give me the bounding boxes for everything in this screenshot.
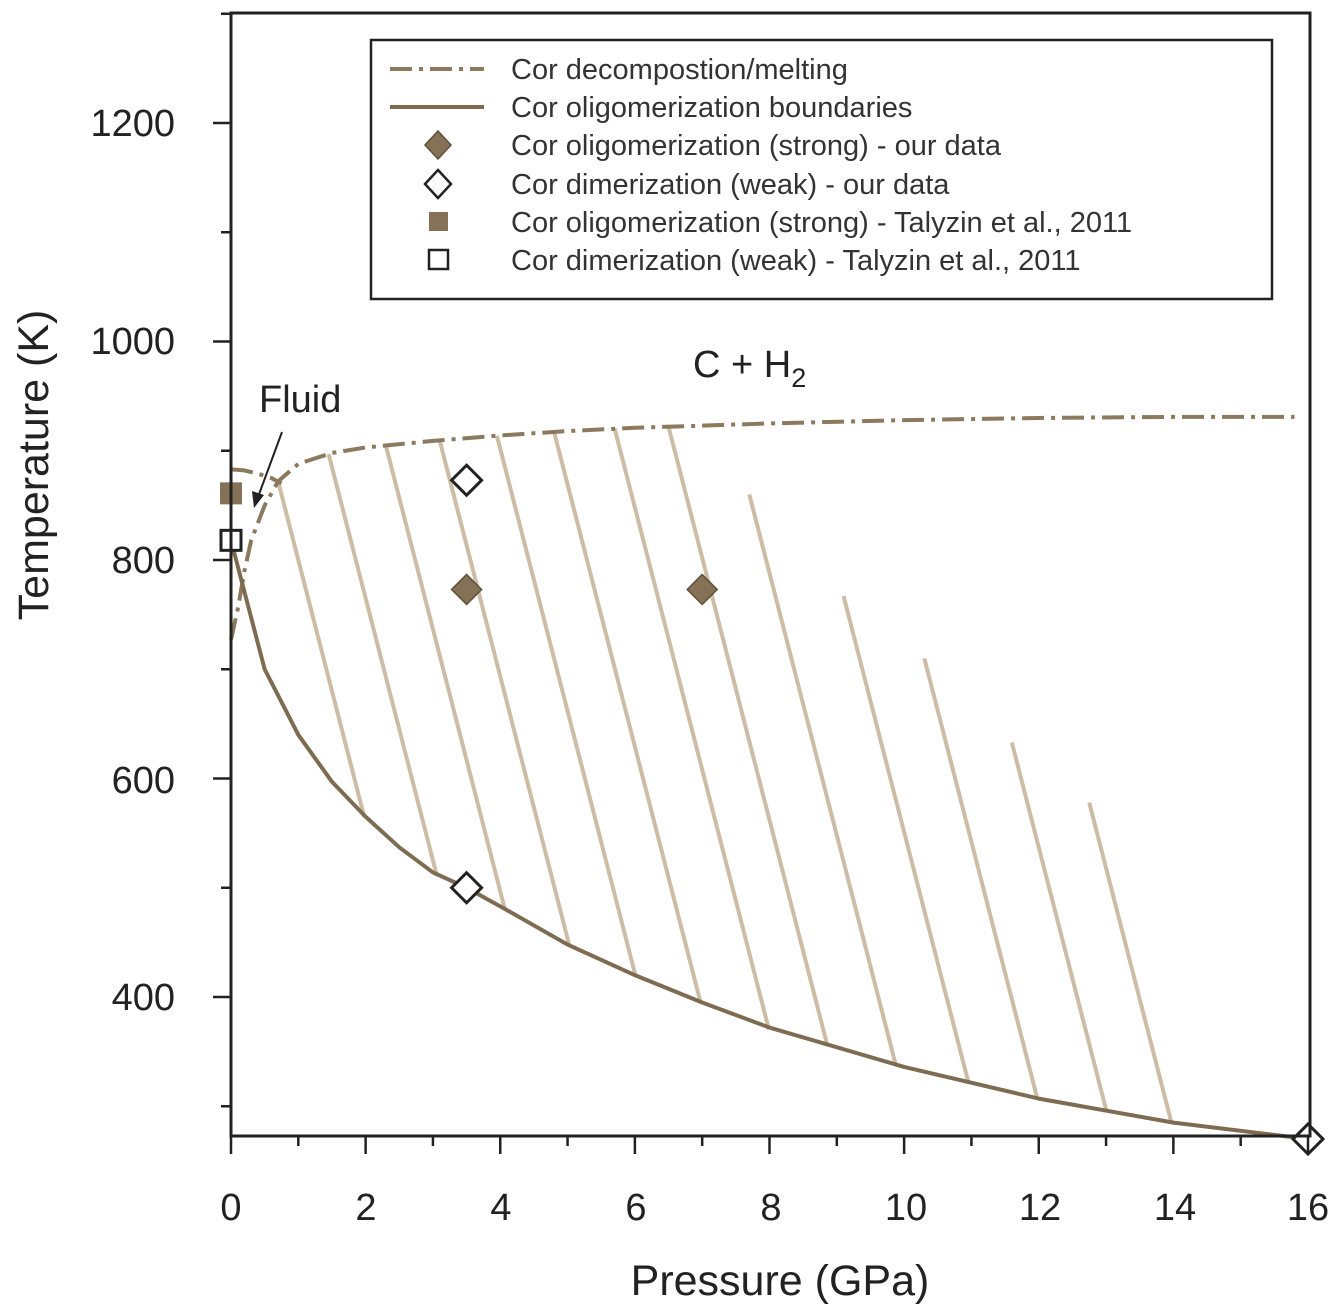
legend-label: Cor oligomerization (strong) - Talyzin e… [511, 207, 1132, 239]
region-label-main: C + H [693, 344, 791, 386]
fluid-label: Fluid [259, 379, 341, 421]
hatch-line [552, 431, 703, 1005]
legend-box [369, 38, 1274, 301]
legend-label: Cor oligomerization (strong) - our data [511, 130, 1002, 162]
region-label-subscript: 2 [791, 363, 806, 393]
x-tick-label: 6 [625, 1187, 646, 1229]
decomposition-melting-line [229, 414, 1295, 641]
hatch-line [1009, 741, 1109, 1113]
marker-layer [219, 463, 1326, 1157]
hatch-line [747, 493, 898, 1067]
y-tick-label: 1000 [90, 321, 175, 363]
x-tick-labels: 0 2 4 6 8 10 12 14 16 [220, 1187, 1329, 1229]
x-tick-label: 4 [490, 1187, 511, 1229]
hatch-line [383, 445, 507, 911]
legend-swatch-open-square [427, 248, 450, 271]
filled-diamond-marker [686, 573, 719, 606]
hatch-line [1087, 802, 1174, 1123]
x-tick-label: 10 [885, 1187, 927, 1229]
y-tick-labels: 400 600 800 1000 1200 [90, 103, 175, 1019]
fluid-arrow [252, 431, 283, 508]
hatch-line [841, 595, 971, 1085]
region-label: C + H2 [693, 344, 806, 393]
x-tick-label: 8 [760, 1187, 781, 1229]
hatch-line [326, 453, 439, 877]
legend-swatch-filled-diamond [423, 129, 453, 161]
x-tick-label: 14 [1154, 1187, 1196, 1229]
legend-label: Cor oligomerization boundaries [511, 92, 912, 124]
legend: Cor decompostion/melting Cor oligomeriza… [369, 38, 1274, 301]
legend-swatch-open-diamond [423, 168, 453, 200]
axis-ticks [213, 12, 1310, 1154]
hatched-region [276, 426, 1174, 1123]
hatch-line [612, 428, 771, 1030]
open-diamond-marker [449, 463, 484, 498]
x-tick-label: 2 [355, 1187, 376, 1229]
series-layer [229, 414, 1309, 1142]
y-axis-title: Temperature (K) [10, 310, 58, 621]
x-tick-label: 12 [1019, 1187, 1061, 1229]
legend-label: Cor dimerization (weak) - our data [511, 169, 950, 201]
x-tick-label: 16 [1287, 1187, 1329, 1229]
legend-swatch-filled-square [429, 212, 448, 231]
y-tick-label: 1200 [90, 103, 175, 145]
y-tick-label: 400 [112, 977, 175, 1019]
x-tick-label: 0 [220, 1187, 241, 1229]
oligomerization-boundary-line [229, 539, 1309, 1142]
hatch-line [494, 435, 638, 977]
open-diamond-marker [449, 870, 484, 905]
hatch-line [922, 657, 1040, 1100]
hatch-line [437, 439, 572, 947]
hatch-line [666, 426, 830, 1047]
y-tick-label: 600 [112, 760, 175, 802]
decomposition-melting-line [230, 467, 283, 486]
legend-label: Cor dimerization (weak) - Talyzin et al.… [511, 245, 1081, 277]
x-axis-title: Pressure (GPa) [631, 1257, 930, 1305]
filled-diamond-marker [450, 573, 483, 606]
legend-label: Cor decompostion/melting [511, 54, 848, 86]
y-tick-label: 800 [112, 540, 175, 582]
hatch-line [276, 480, 367, 818]
